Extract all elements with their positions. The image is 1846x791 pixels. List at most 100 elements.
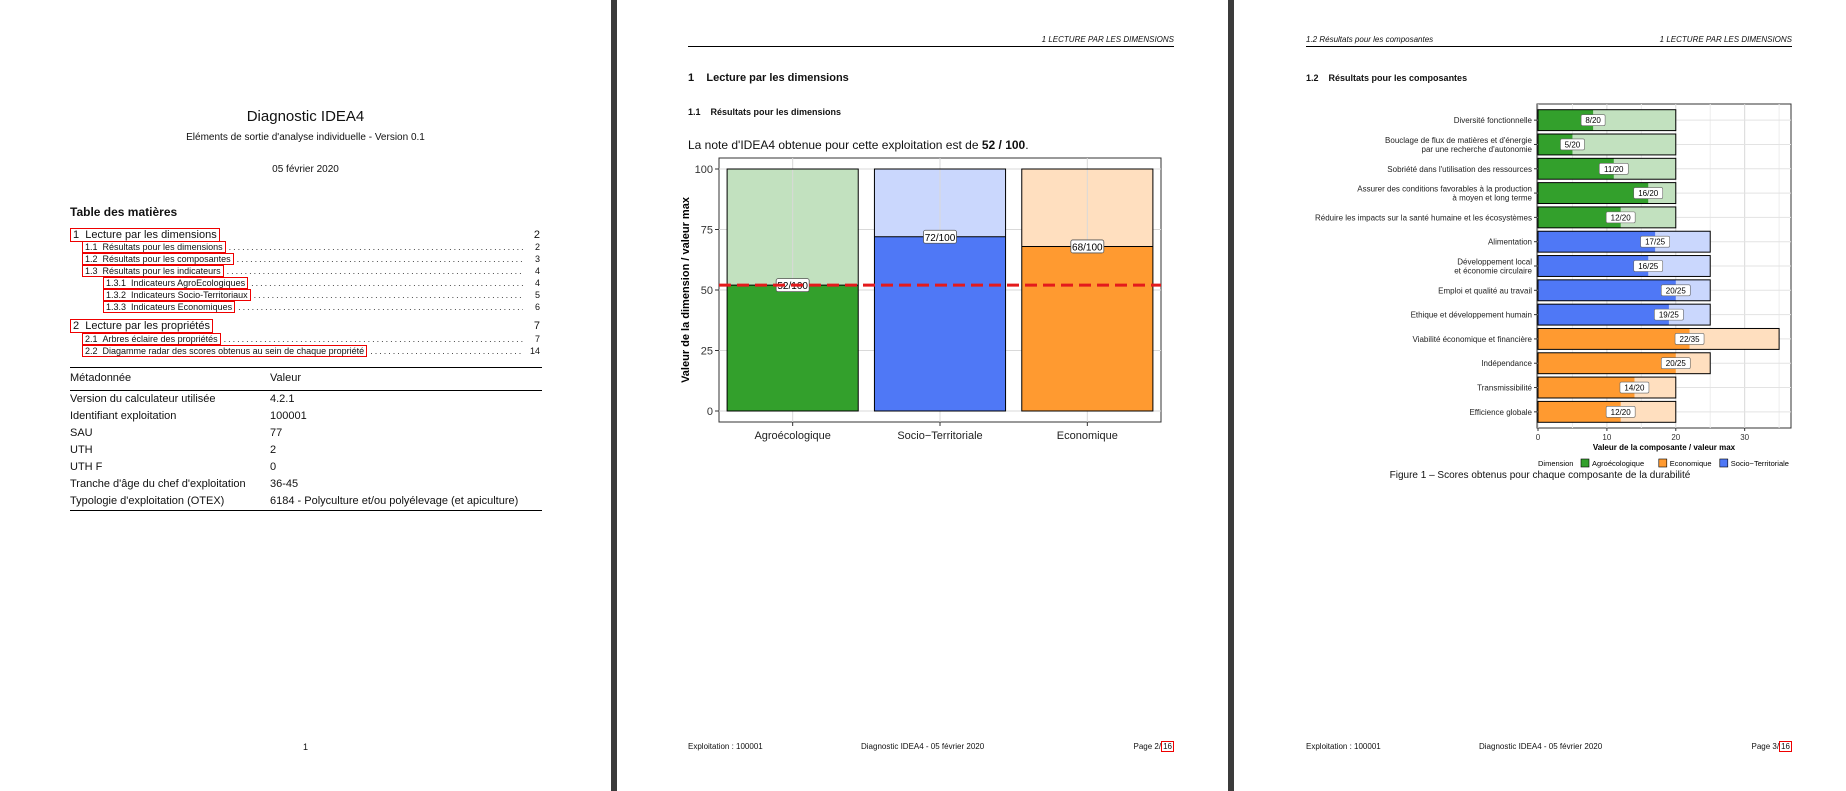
- toc-entry-number: 1.3.3: [106, 302, 127, 312]
- y-tick-label: Viabilité économique et financière: [1413, 335, 1533, 344]
- bar-outline: [726, 168, 859, 412]
- toc-entry-link[interactable]: 1 Lecture par les dimensions: [70, 228, 220, 242]
- y-tick-label: Ethique et développement humain: [1411, 311, 1532, 320]
- footer-right: Page 2/16: [1134, 741, 1174, 752]
- toc-entry: 1.3.1 Indicateurs AgroEcologiques.......…: [103, 277, 540, 289]
- data-label-box: [1633, 187, 1664, 199]
- toc-entry-link[interactable]: 1.3.1 Indicateurs AgroEcologiques: [103, 277, 249, 289]
- document-title: Diagnostic IDEA4: [246, 108, 365, 125]
- footer-total-pages-link[interactable]: 16: [1161, 741, 1174, 752]
- page-2: 1 LECTURE PAR LES DIMENSIONS 1 Lecture p…: [617, 0, 1228, 791]
- bar-outline: [1537, 255, 1711, 277]
- toc-entry-link[interactable]: 1.3 Résultats pour les indicateurs: [82, 265, 224, 277]
- toc-entry-number: 1.3.2: [106, 290, 127, 300]
- bar-value: [1538, 158, 1614, 180]
- y-tick-label: Efficience globale: [1469, 408, 1532, 417]
- data-label-box: [1580, 114, 1606, 126]
- toc-entry-number: 1.3.1: [106, 278, 127, 288]
- bar-value: [1538, 279, 1676, 301]
- toc-entry-number: 1: [73, 229, 80, 241]
- data-label: 12/20: [1611, 213, 1632, 222]
- header-rule: [1306, 46, 1792, 47]
- data-label-box: [1633, 260, 1664, 272]
- section-heading: 1 Lecture par les dimensions: [688, 72, 849, 84]
- bar-outline: [1537, 230, 1711, 253]
- y-tick-label: 50: [701, 285, 713, 297]
- toc-entry-link[interactable]: 2.1 Arbres éclaire des propriétés: [82, 333, 221, 345]
- metadata-key: Typologie d'exploitation (OTEX): [70, 493, 270, 511]
- data-label-box: [923, 229, 957, 244]
- x-tick-label: 20: [1671, 433, 1680, 442]
- y-tick-label: Réduire les impacts sur la santé humaine…: [1315, 213, 1532, 222]
- data-label: 12/20: [1611, 408, 1632, 417]
- toc-entry-link[interactable]: 2.2 Diagamme radar des scores obtenus au…: [82, 345, 368, 357]
- bar-value-Agroécologique: [727, 285, 859, 411]
- y-tick-label: Diversité fonctionnelle: [1454, 116, 1533, 125]
- bar-outline: [1537, 376, 1677, 399]
- y-tick-label: Transmissibilité: [1477, 384, 1532, 393]
- toc-leader-dots: ........................................…: [226, 266, 523, 276]
- toc-leader-dots: ........................................…: [236, 254, 523, 264]
- toc-entry: 2 Lecture par les propriétés 7: [70, 319, 540, 333]
- metadata-row: Typologie d'exploitation (OTEX) 6184 - Po…: [70, 493, 542, 511]
- data-label-box: [1660, 284, 1691, 297]
- components-bar-chart: 8/20 Diversité fonctionnelle 5/20 Bouclage …: [1315, 103, 1792, 468]
- legend-label: Agroécologique: [1592, 459, 1644, 468]
- dimensions-bar-chart: 025507510052/100Agroécologique72/100Soci…: [680, 157, 1162, 442]
- toc-entry-page: 7: [533, 320, 540, 332]
- toc-entry: 1.1 Résultats pour les dimensions.......…: [82, 241, 540, 253]
- toc-entry-link[interactable]: 2 Lecture par les propriétés: [70, 319, 213, 333]
- toc-leader-dots: ........................................…: [251, 278, 523, 288]
- running-header-left: 1.2 Résultats pour les composantes: [1306, 35, 1434, 44]
- toc-entry-link[interactable]: 1.3.2 Indicateurs Socio-Territoriaux: [103, 289, 251, 301]
- metadata-row: UTH 2: [70, 442, 542, 459]
- header-rule: [688, 46, 1174, 47]
- toc-entry-link[interactable]: 1.1 Résultats pour les dimensions: [82, 241, 226, 253]
- footer-center: Diagnostic IDEA4 - 05 février 2020: [1479, 742, 1603, 751]
- document-subtitle: Eléments de sortie d'analyse individuell…: [186, 132, 425, 143]
- subsection-number: 1.2: [1306, 73, 1319, 83]
- data-label: 11/20: [1604, 165, 1624, 174]
- toc-entry-page: 2: [534, 242, 540, 252]
- metadata-value: 4.2.1: [270, 393, 295, 405]
- running-header-right: 1 LECTURE PAR LES DIMENSIONS: [1659, 35, 1792, 44]
- footer-total-pages-link[interactable]: 16: [1779, 741, 1792, 752]
- subsection-title: Résultats pour les composantes: [1328, 73, 1468, 83]
- footer-right: Page 3/16: [1751, 741, 1792, 752]
- toc-entry-label: Indicateurs Socio-Territoriaux: [131, 290, 248, 300]
- footer-center: Diagnostic IDEA4 - 05 février 2020: [861, 742, 985, 751]
- data-label-box: [1560, 138, 1585, 151]
- toc-entry-label: Arbres éclaire des propriétés: [102, 334, 218, 344]
- legend-label: Socio−Territoriale: [1731, 459, 1789, 468]
- bar-value: [1538, 304, 1669, 326]
- bar-outline: [1537, 279, 1711, 302]
- x-tick-label: 30: [1740, 433, 1749, 442]
- bar-value: [1538, 328, 1690, 350]
- toc-entry: 2.2 Diagamme radar des scores obtenus au…: [82, 345, 540, 357]
- legend-swatch: [1658, 458, 1668, 468]
- bar-value: [1538, 401, 1621, 423]
- toc-entry-link[interactable]: 1.3.3 Indicateurs Economiques: [103, 301, 236, 313]
- data-label-box: [1660, 357, 1691, 370]
- subsection-title: Résultats pour les dimensions: [710, 107, 842, 117]
- page-number: 1: [302, 742, 308, 752]
- section-title: Lecture par les dimensions: [706, 72, 849, 84]
- metadata-header-row: Métadonnée Valeur: [70, 367, 542, 391]
- bar-value: [1538, 182, 1649, 204]
- data-label: 72/100: [925, 233, 956, 244]
- y-tick-label: Alimentation: [1488, 238, 1532, 247]
- toc-entry-link[interactable]: 1.2 Résultats pour les composantes: [82, 253, 234, 265]
- toc-entry-page: 14: [529, 346, 540, 356]
- toc-entry: 1.3.3 Indicateurs Economiques...........…: [103, 301, 540, 313]
- metadata-header-key: Métadonnée: [70, 367, 270, 391]
- bar-outline: [1537, 327, 1780, 350]
- bar-outline: [1537, 157, 1677, 180]
- footer-page-prefix: Page 3/: [1751, 742, 1780, 751]
- data-label: 5/20: [1565, 140, 1581, 149]
- toc-entry: 1.3 Résultats pour les indicateurs......…: [82, 265, 540, 277]
- toc-leader-dots: ........................................…: [370, 346, 523, 356]
- data-label: 16/20: [1638, 189, 1659, 198]
- toc-leader-dots: ........................................…: [228, 242, 523, 252]
- bar-value: [1538, 109, 1594, 131]
- y-tick-label: Sobriété dans l'utilisation des ressourc…: [1387, 165, 1532, 174]
